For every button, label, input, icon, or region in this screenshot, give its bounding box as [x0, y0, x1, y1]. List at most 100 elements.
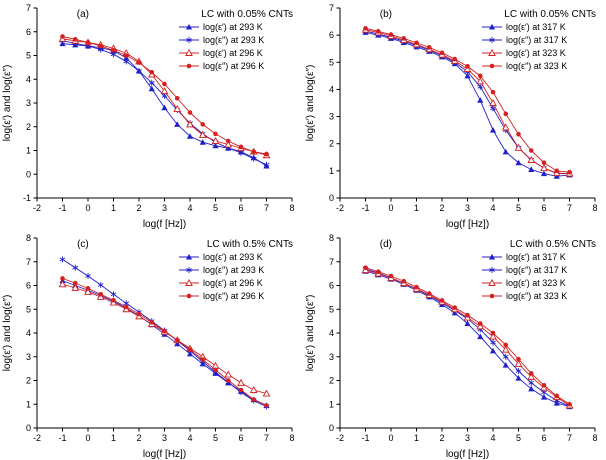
- asterisk-marker: [148, 80, 155, 85]
- circle-marker: [477, 321, 483, 326]
- x-tick-label: 7: [567, 433, 572, 443]
- chart-svg-b: -2 -1 0 1 2 3 4 5 6 7 8 0 1 2 3 4 5 6 7 log(f [Hz]) log(ε′) …: [305, 3, 598, 230]
- triangle-open-marker: [489, 332, 497, 340]
- asterisk-marker: [489, 268, 495, 272]
- tick-labels: -2 -1 0 1 2 3 4 5 6 7 8 0 1 2 3 4 5 6 7: [329, 3, 598, 213]
- series-line: [365, 268, 570, 407]
- x-tick-label: 2: [439, 433, 444, 443]
- x-tick-label: -2: [336, 433, 344, 443]
- circle-marker: [426, 291, 432, 296]
- panel-a: -2 -1 0 1 2 3 4 5 6 7 8 -1 0 1 2 3 4 5 6 7 log(f [Hz]) log(ε′…: [0, 0, 303, 230]
- triangle-open-marker: [514, 359, 523, 367]
- y-tick-label: -1: [23, 193, 31, 203]
- triangle-filled-marker: [186, 133, 194, 139]
- triangle-open-marker: [237, 378, 245, 386]
- triangle-open-marker: [514, 143, 523, 151]
- triangle-filled-marker: [464, 72, 471, 79]
- y-tick-label: 6: [26, 281, 31, 291]
- y-tick-label: 5: [329, 57, 334, 67]
- x-tick-label: 4: [490, 203, 495, 213]
- y-tick-label: 6: [329, 281, 334, 291]
- circle-marker: [554, 168, 560, 174]
- circle-marker: [162, 328, 167, 334]
- y-axis-label: log(ε′) and log(ε″): [305, 65, 316, 142]
- x-tick-label: 1: [414, 203, 419, 213]
- circle-marker: [465, 312, 470, 318]
- triangle-open-marker: [249, 385, 258, 393]
- triangle-open-marker: [96, 292, 105, 300]
- y-tick-label: 1: [329, 166, 334, 176]
- y-tick-label: 0: [26, 169, 31, 179]
- triangle-open-marker: [262, 389, 271, 397]
- circle-marker: [162, 81, 167, 87]
- x-tick-label: 0: [388, 203, 393, 213]
- circle-marker: [516, 131, 521, 137]
- circle-marker: [186, 63, 192, 69]
- asterisk-marker: [515, 369, 522, 373]
- triangle-filled-marker: [212, 142, 219, 149]
- x-tick-label: -1: [58, 433, 66, 443]
- axes: [336, 7, 596, 202]
- y-axis-label: log(ε′) and log(ε″): [2, 65, 13, 142]
- x-tick-label: 0: [85, 433, 90, 443]
- triangle-filled-marker: [477, 333, 484, 340]
- circle-marker: [60, 34, 65, 39]
- triangle-filled-marker: [502, 148, 509, 155]
- chart-svg-c: -2 -1 0 1 2 3 4 5 6 7 8 0 1 2 3 4 5 6 7 8 log(f [Hz]) log(ε′)…: [2, 233, 295, 460]
- asterisk-marker: [110, 292, 117, 297]
- circle-marker: [111, 297, 116, 303]
- x-tick-label: 0: [85, 203, 90, 213]
- circle-marker: [213, 131, 218, 137]
- y-tick-label: 7: [26, 3, 31, 13]
- y-tick-label: 4: [26, 328, 31, 338]
- x-tick-label: -2: [33, 433, 41, 443]
- asterisk-marker: [250, 156, 257, 161]
- triangle-filled-marker: [489, 347, 497, 354]
- circle-marker: [439, 298, 445, 303]
- x-tick-label: 3: [465, 433, 470, 443]
- y-tick-label: 3: [26, 98, 31, 108]
- circle-marker: [123, 53, 129, 58]
- circle-marker: [187, 110, 193, 115]
- series-0: [59, 40, 270, 169]
- x-tick-label: 1: [414, 433, 419, 443]
- asterisk-marker: [59, 257, 66, 262]
- circle-marker: [187, 347, 193, 352]
- circle-marker: [200, 357, 206, 362]
- triangle-open-marker: [185, 278, 193, 286]
- circle-marker: [200, 122, 206, 127]
- x-tick-label: 2: [136, 433, 141, 443]
- legend-label: log(ε″) at 293 K: [203, 265, 264, 275]
- asterisk-marker: [489, 38, 495, 42]
- x-axis-label: log(f [Hz]): [143, 219, 186, 230]
- asterisk-marker: [136, 69, 142, 73]
- x-tick-label: 6: [541, 203, 546, 213]
- y-tick-label: 0: [329, 193, 334, 203]
- panel-label: (a): [77, 9, 89, 20]
- series-3: [363, 26, 572, 175]
- circle-marker: [149, 69, 155, 75]
- x-tick-label: 5: [213, 433, 218, 443]
- triangle-filled-marker: [528, 166, 535, 172]
- y-tick-label: 2: [26, 376, 31, 386]
- y-tick-label: 1: [26, 399, 31, 409]
- asterisk-marker: [541, 390, 547, 395]
- y-tick-label: 7: [26, 257, 31, 267]
- triangle-filled-marker: [174, 121, 181, 127]
- asterisk-marker: [238, 150, 244, 155]
- circle-marker: [174, 337, 180, 343]
- triangle-open-marker: [488, 48, 496, 56]
- triangle-filled-marker: [540, 170, 548, 177]
- x-tick-label: -1: [361, 433, 369, 443]
- triangle-filled-marker: [515, 375, 522, 381]
- x-tick-label: 2: [136, 203, 141, 213]
- circle-marker: [477, 73, 483, 79]
- circle-marker: [388, 273, 394, 279]
- triangle-filled-marker: [161, 104, 168, 111]
- legend-label: log(ε″) at 323 K: [506, 291, 567, 301]
- x-tick-label: 5: [516, 433, 521, 443]
- legend-label: log(ε″) at 317 K: [506, 265, 567, 275]
- circle-marker: [414, 284, 419, 290]
